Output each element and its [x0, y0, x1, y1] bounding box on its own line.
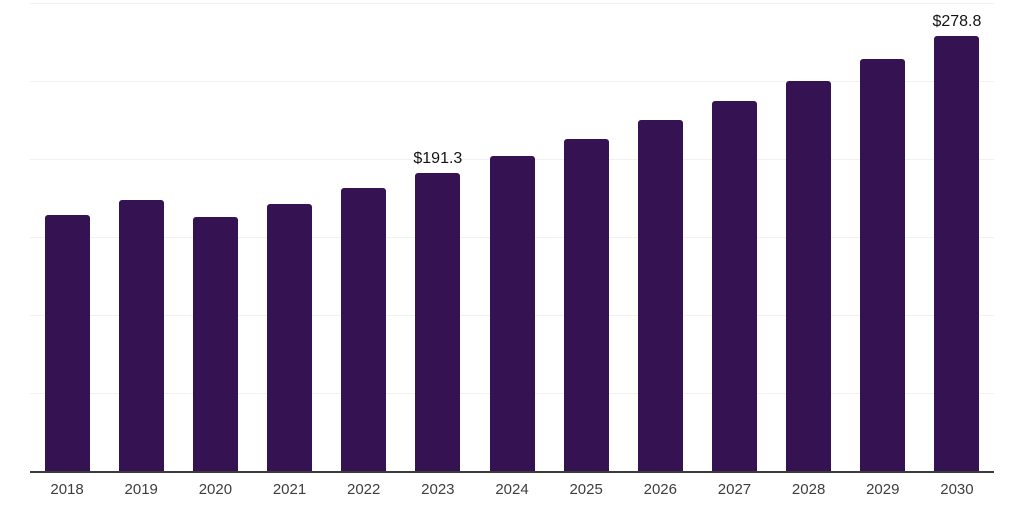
x-tick-2025: 2025: [569, 481, 603, 498]
bar-2022: [341, 188, 386, 471]
bar-2029: [860, 59, 905, 471]
bar-2020: [193, 217, 238, 471]
x-tick-2030: 2030: [940, 481, 974, 498]
x-tick-2029: 2029: [866, 481, 900, 498]
x-tick-2027: 2027: [717, 481, 752, 498]
bar-2018: [45, 215, 90, 471]
x-tick-2023: 2023: [421, 481, 455, 498]
bar-2026: [638, 120, 683, 471]
bar-2028: [786, 81, 831, 471]
x-tick-2020: 2020: [198, 481, 233, 498]
value-label-2023: $191.3: [413, 150, 463, 167]
x-tick-2026: 2026: [643, 481, 677, 498]
x-tick-2018: 2018: [50, 481, 84, 498]
x-tick-2022: 2022: [347, 481, 381, 498]
bar-2021: [267, 204, 312, 471]
x-tick-2028: 2028: [791, 481, 826, 498]
bar-2019: [119, 200, 164, 471]
bar-2030: [934, 36, 979, 471]
gridline-300: [30, 3, 994, 4]
x-tick-2019: 2019: [124, 481, 158, 498]
bar-2025: [564, 139, 609, 471]
x-tick-2024: 2024: [495, 481, 529, 498]
x-tick-2021: 2021: [272, 481, 307, 498]
bar-2027: [712, 101, 757, 471]
bar-2024: [490, 156, 535, 471]
x-axis-tick-labels: 2018 2019 2020 2021 2022 2023 2024 2025 2026 2027…: [30, 481, 994, 501]
value-label-2030: $278.8: [932, 13, 982, 30]
x-axis-line: [30, 471, 994, 473]
gridline-250: [30, 81, 994, 82]
bar-2023: [415, 173, 460, 471]
plot-area: $191.3 $278.8: [30, 3, 994, 473]
